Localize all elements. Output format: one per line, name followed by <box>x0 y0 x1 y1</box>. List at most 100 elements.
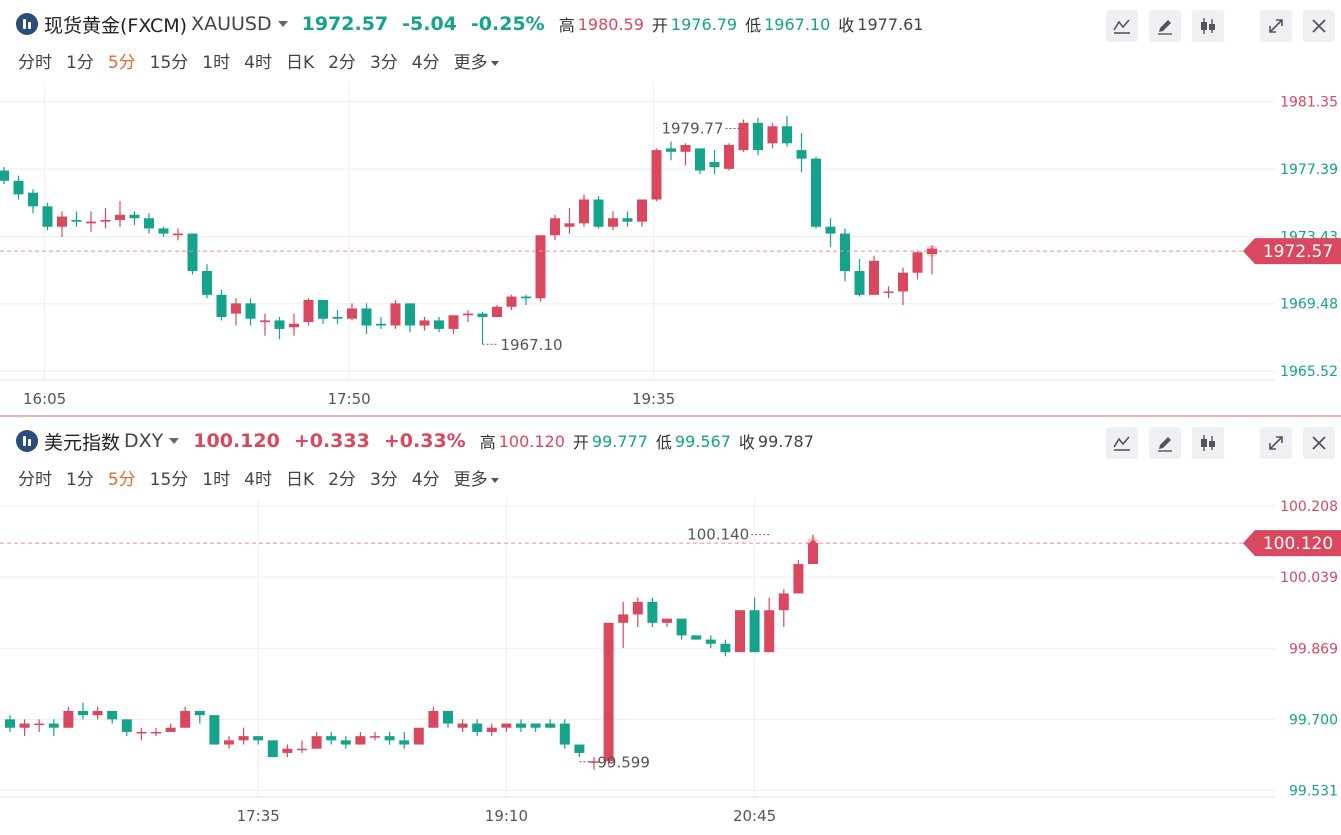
candle <box>709 150 720 174</box>
draw-button[interactable] <box>1149 427 1181 459</box>
close-button[interactable] <box>1303 427 1335 459</box>
candle-body <box>0 170 9 181</box>
candle-body <box>869 260 879 295</box>
candle <box>912 250 923 280</box>
y-tick-label: 99.531 <box>1289 783 1338 799</box>
low-value: 1967.10 <box>764 14 831 34</box>
candle <box>434 316 444 333</box>
dxy-candlestick-chart[interactable]: 100.208 100.039 99.869 99.700 99.531 17:35 19:… <box>0 499 1341 832</box>
chart-toolbar <box>1095 10 1335 42</box>
indicator-button[interactable] <box>1106 10 1138 42</box>
tab-4h[interactable]: 4时 <box>244 470 272 490</box>
tab-2m[interactable]: 2分 <box>328 53 356 73</box>
symbol-dropdown-icon[interactable] <box>169 438 180 444</box>
tab-more[interactable]: 更多 <box>454 48 499 73</box>
candle-body <box>735 610 745 653</box>
candle-body <box>825 226 836 234</box>
candle <box>180 706 191 728</box>
candle-body <box>231 303 241 314</box>
candle <box>0 167 9 185</box>
candle-body <box>666 148 676 152</box>
candle <box>370 731 380 741</box>
high-value: 100.120 <box>498 431 565 451</box>
candle <box>399 731 410 749</box>
tab-more[interactable]: 更多 <box>454 465 499 490</box>
candle <box>311 731 322 749</box>
candle-body <box>749 610 760 653</box>
tab-1m[interactable]: 1分 <box>66 53 94 73</box>
candle <box>121 719 132 737</box>
candle-body <box>57 216 67 227</box>
candle-body <box>811 158 821 227</box>
tab-timeshare[interactable]: 分时 <box>18 470 52 490</box>
candle-body <box>724 145 734 169</box>
candle-body <box>370 736 380 738</box>
candle-body <box>574 744 585 753</box>
candle-body <box>413 727 424 745</box>
candle-body <box>187 233 198 272</box>
candle-body <box>13 180 24 195</box>
open-value: 1976.79 <box>670 14 738 34</box>
candle <box>57 211 67 237</box>
candle-type-icon <box>1201 435 1215 451</box>
gold-candlestick-chart[interactable]: 1981.351977.391973.431969.481965.5216:05… <box>0 82 1341 415</box>
tab-4m[interactable]: 4分 <box>411 53 440 73</box>
indicator-button[interactable] <box>1106 427 1138 459</box>
candle <box>680 143 691 166</box>
tab-5m[interactable]: 5分 <box>107 53 136 73</box>
tab-4m[interactable]: 4分 <box>411 470 440 490</box>
tab-1h[interactable]: 1时 <box>202 53 231 73</box>
panel-separator <box>0 415 1341 417</box>
symbol-dropdown-icon[interactable] <box>277 21 288 27</box>
symbol-name[interactable]: 美元指数 <box>44 431 121 454</box>
candle-type-button[interactable] <box>1192 10 1224 42</box>
candle <box>347 303 357 321</box>
tab-15m[interactable]: 15分 <box>149 53 189 73</box>
tab-1m[interactable]: 1分 <box>66 470 94 490</box>
candle <box>793 559 804 594</box>
tab-timeshare[interactable]: 分时 <box>18 53 52 73</box>
candle <box>318 299 328 324</box>
candle <box>390 299 401 329</box>
candle-type-button[interactable] <box>1192 427 1224 459</box>
candle <box>589 757 599 770</box>
expand-icon <box>1269 436 1283 450</box>
candle <box>71 211 82 227</box>
symbol-name[interactable]: 现货黄金(FXCM) <box>44 14 188 37</box>
candle <box>521 294 531 306</box>
candle <box>158 226 169 237</box>
candle <box>274 316 285 340</box>
candle-body <box>282 748 293 753</box>
tab-4h[interactable]: 4时 <box>244 53 272 73</box>
candle <box>42 202 53 231</box>
tab-1h[interactable]: 1时 <box>202 470 231 490</box>
candle-body <box>92 710 103 716</box>
close-button[interactable] <box>1303 10 1335 42</box>
candle <box>676 618 687 640</box>
symbol-code[interactable]: XAUUSD <box>191 13 272 35</box>
expand-button[interactable] <box>1260 10 1292 42</box>
candle <box>662 618 672 628</box>
candle <box>361 303 372 335</box>
tab-5m[interactable]: 5分 <box>107 470 136 490</box>
tab-daily[interactable]: 日K <box>285 53 315 73</box>
candle-body <box>603 622 614 762</box>
candle <box>486 723 497 737</box>
candle <box>778 589 789 628</box>
tab-2m[interactable]: 2分 <box>328 470 356 490</box>
candle <box>100 208 111 229</box>
candle-body <box>180 710 191 728</box>
expand-button[interactable] <box>1260 427 1292 459</box>
gold-panel: 现货黄金(FXCM) XAUUSD 1972.57 -5.04 -0.25% 高… <box>0 0 1341 415</box>
candle <box>202 264 212 299</box>
tab-3m[interactable]: 3分 <box>369 470 398 490</box>
x-tick-label: 16:05 <box>23 390 66 408</box>
tab-15m[interactable]: 15分 <box>149 470 189 490</box>
candle <box>738 119 749 152</box>
draw-button[interactable] <box>1149 10 1181 42</box>
symbol-code[interactable]: DXY <box>124 430 164 452</box>
candle-body <box>448 315 459 329</box>
tab-daily[interactable]: 日K <box>285 470 315 490</box>
tab-3m[interactable]: 3分 <box>369 53 398 73</box>
candle-body <box>311 736 322 749</box>
